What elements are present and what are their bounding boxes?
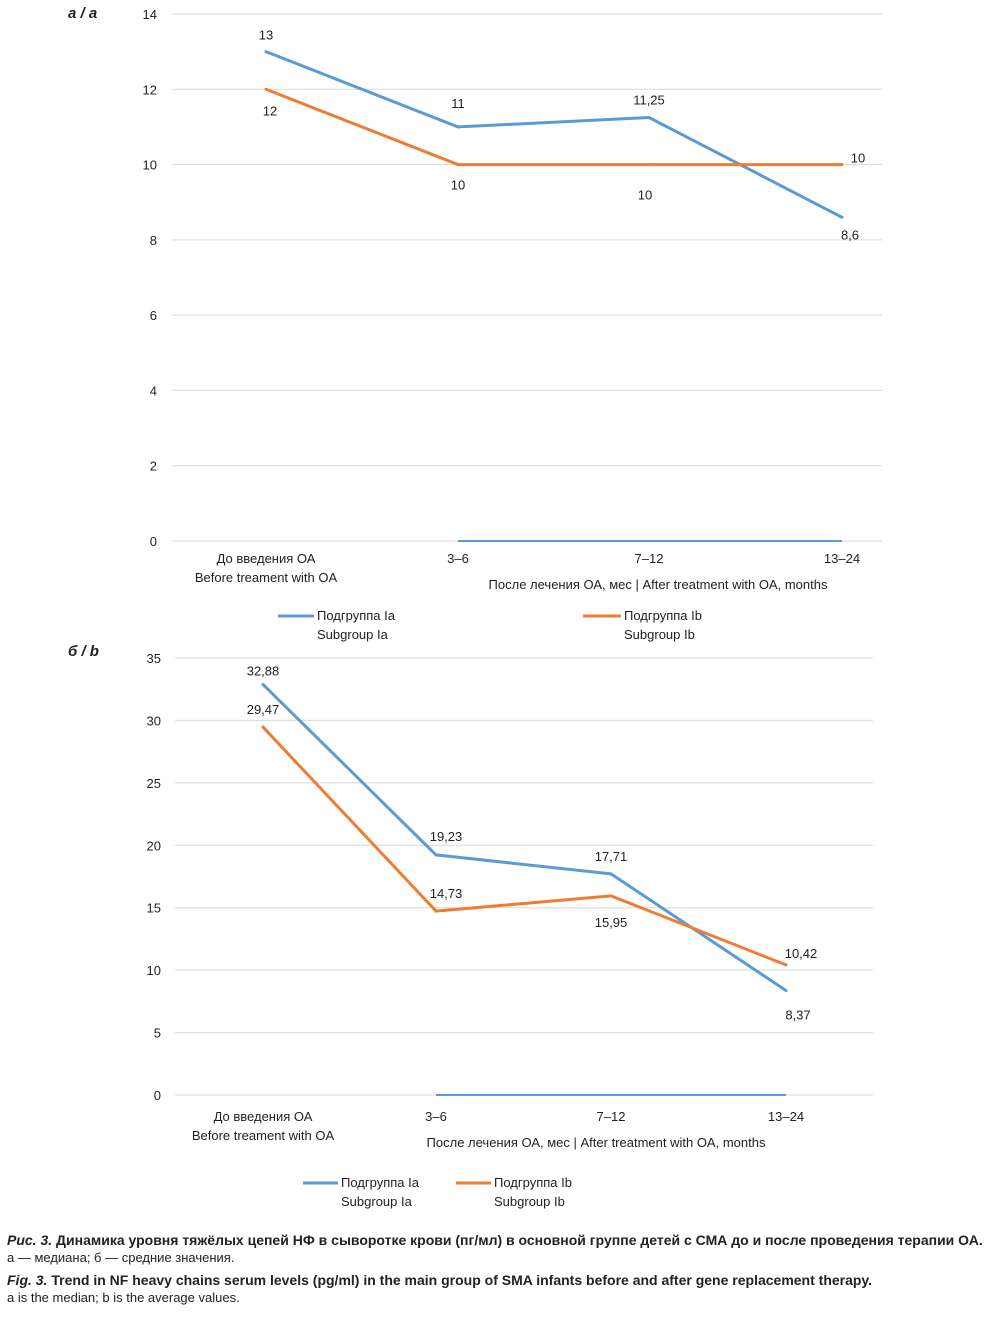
figure-canvas: а / a 0 2 4 6 8 10 12 14 До введения ОА Before tre… [68,5,882,1209]
data-point [456,163,460,167]
caption-note-ru: а — медиана; б — средние значения. [7,1250,235,1265]
y-tick-label: 10 [143,158,157,173]
x-tick-label: 3–6 [425,1109,447,1124]
x-axis-label: После лечения ОА, мес | After treatment … [489,577,828,592]
data-label: 10 [638,188,652,203]
data-point [784,988,788,992]
y-tick-label: 12 [143,82,157,97]
legend-label: Subgroup Ib [494,1194,565,1209]
x-tick-label: 3–6 [447,551,469,566]
x-tick-label: Before treament with OA [192,1128,335,1143]
series-line-subgroup-ia [265,50,843,219]
data-point [784,963,788,967]
data-point [264,50,268,54]
data-label: 12 [263,103,277,118]
data-point [261,725,265,729]
y-tick-label: 10 [147,963,161,978]
legend-label: Подгруппа Ia [341,1175,420,1190]
data-point [609,872,613,876]
x-tick-label: До введения ОА [217,551,316,566]
data-point [609,894,613,898]
caption-prefix-en: Fig. 3. [7,1272,48,1288]
y-tick-label: 8 [150,233,157,248]
data-label: 32,88 [247,663,280,678]
legend-label: Подгруппа Ia [317,608,396,623]
y-tick-label: 5 [154,1026,161,1041]
legend-label: Подгруппа Ib [494,1175,572,1190]
y-tick-label: 20 [147,838,161,853]
legend-label: Subgroup Ib [624,627,695,642]
x-axis-label: После лечения ОА, мес | After treatment … [427,1135,766,1150]
series-line-subgroup-ib [265,87,842,167]
data-label: 11 [451,96,465,111]
x-tick-label: Before treament with OA [195,570,338,585]
data-point [456,125,460,129]
data-point [840,215,844,219]
data-label: 10 [451,178,465,193]
caption-note-en: a is the median; b is the average values… [7,1290,240,1305]
x-tick-label: 7–12 [635,551,664,566]
data-label: 10,42 [785,946,818,961]
x-tick-label: 7–12 [597,1109,626,1124]
data-label: 14,73 [430,886,463,901]
data-point [647,163,651,167]
legend-label: Subgroup Ia [341,1194,413,1209]
data-label: 19,23 [430,829,463,844]
data-point [434,853,438,857]
caption-prefix-ru: Рис. 3. [7,1232,53,1248]
data-label: 10 [851,151,865,166]
y-tick-label: 15 [147,901,161,916]
y-tick-label: 6 [150,308,157,323]
caption-title-en: Fig. 3. Trend in NF heavy chains serum l… [7,1272,995,1289]
y-tick-label: 14 [143,7,157,22]
x-tick-label: 13–24 [768,1109,804,1124]
y-tick-label: 35 [147,651,161,666]
panel-label: б / b [68,643,99,660]
data-label: 13 [259,28,273,43]
data-label: 8,37 [785,1007,810,1022]
series-line-subgroup-ia [261,683,787,992]
y-tick-label: 0 [154,1088,161,1103]
data-label: 17,71 [595,849,628,864]
x-tick-label: 13–24 [824,551,860,566]
y-tick-label: 4 [150,383,157,398]
data-label: 11,25 [633,93,665,108]
data-point [647,116,651,120]
y-tick-label: 0 [150,534,157,549]
legend-label: Подгруппа Ib [624,608,702,623]
y-tick-label: 30 [147,713,161,728]
data-label: 8,6 [841,227,859,242]
data-point [264,87,268,91]
legend-label: Subgroup Ia [317,627,389,642]
data-point [840,163,844,167]
data-label: 29,47 [247,702,280,717]
caption-text-en: Trend in NF heavy chains serum levels (p… [51,1272,873,1288]
y-tick-label: 2 [150,459,157,474]
panel-label: а / a [68,5,97,22]
data-point [261,682,265,686]
data-label: 15,95 [595,915,628,930]
data-point [434,909,438,913]
y-tick-label: 25 [147,776,161,791]
series-line-subgroup-ib [261,726,787,967]
caption-text-ru: Динамика уровня тяжёлых цепей НФ в сывор… [56,1232,983,1248]
figure-caption: Рис. 3. Динамика уровня тяжёлых цепей НФ… [7,1232,995,1312]
x-tick-label: До введения ОА [214,1109,313,1124]
caption-title-ru: Рис. 3. Динамика уровня тяжёлых цепей НФ… [7,1232,995,1249]
